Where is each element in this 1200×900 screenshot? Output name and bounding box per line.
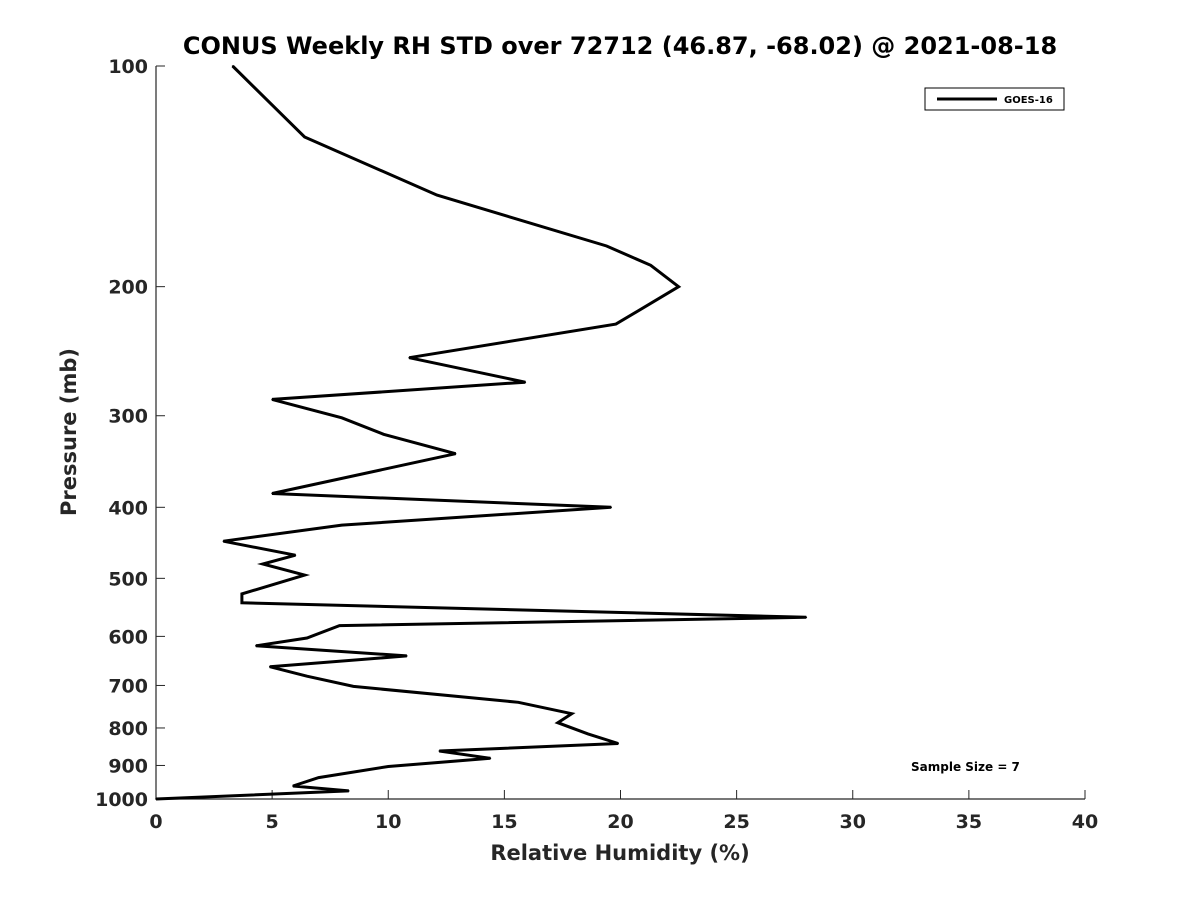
- data-point: [557, 721, 559, 724]
- y-tick-label: 600: [108, 626, 148, 648]
- data-point: [489, 757, 492, 760]
- data-point: [255, 645, 257, 647]
- data-point: [231, 65, 234, 67]
- data-point: [610, 506, 612, 509]
- data-point: [306, 675, 308, 677]
- y-tick-label: 100: [108, 56, 148, 78]
- x-axis-label: Relative Humidity (%): [490, 841, 749, 865]
- data-point: [352, 685, 355, 688]
- data-point: [406, 655, 408, 657]
- data-point: [222, 540, 225, 542]
- axes: [155, 66, 1085, 800]
- y-tick-label: 1000: [95, 789, 148, 811]
- data-point: [805, 616, 808, 619]
- data-point: [303, 574, 306, 576]
- data-point: [438, 750, 441, 752]
- x-tick-label: 10: [375, 811, 401, 833]
- y-tick-label: 800: [108, 718, 148, 740]
- data-point: [269, 665, 271, 668]
- data-point: [271, 398, 273, 401]
- data-point: [615, 323, 617, 325]
- ticks: 0 5 10 15 20 25 30 35 40 100 200 300 400 500 600 700 800…: [95, 56, 1098, 833]
- y-tick-label: 300: [108, 406, 148, 428]
- data-point: [517, 701, 520, 704]
- legend-label-goes16: GOES-16: [1004, 95, 1053, 106]
- y-tick-label: 500: [108, 568, 148, 590]
- data-point: [241, 602, 243, 604]
- x-tick-label: 25: [723, 811, 749, 833]
- data-point: [306, 637, 308, 639]
- series-line-goes16: [155, 64, 807, 801]
- data-point: [303, 136, 306, 138]
- x-tick-label: 0: [149, 811, 162, 833]
- chart-title: CONUS Weekly RH STD over 72712 (46.87, -…: [183, 32, 1057, 60]
- data-point: [454, 452, 457, 455]
- y-axis-label: Pressure (mb): [57, 348, 81, 516]
- sample-size-annotation: Sample Size = 7: [911, 760, 1020, 774]
- x-tick-label: 30: [840, 811, 866, 833]
- series-lines: [155, 64, 808, 801]
- x-tick-label: 5: [266, 811, 279, 833]
- data-point: [587, 733, 589, 735]
- data-point: [348, 790, 350, 792]
- data-point: [677, 285, 680, 288]
- data-point: [292, 785, 294, 787]
- data-point: [382, 433, 385, 436]
- data-point: [408, 356, 411, 359]
- y-tick-label: 400: [108, 497, 148, 519]
- data-point: [317, 776, 320, 779]
- y-tick-label: 200: [108, 277, 148, 299]
- data-point: [341, 524, 343, 526]
- data-point: [387, 765, 390, 768]
- data-point: [155, 798, 157, 800]
- data-point: [341, 417, 343, 419]
- y-tick-label: 700: [108, 675, 148, 697]
- data-point: [617, 742, 619, 745]
- data-point: [271, 492, 273, 495]
- data-point: [605, 245, 608, 247]
- y-tick-label: 900: [108, 755, 148, 777]
- data-point: [338, 624, 341, 627]
- x-tick-label: 20: [607, 811, 633, 833]
- data-point: [241, 593, 243, 595]
- x-tick-label: 15: [491, 811, 517, 833]
- data-point: [524, 381, 527, 384]
- x-tick-label: 35: [956, 811, 982, 833]
- x-tick-label: 40: [1072, 811, 1098, 833]
- data-point: [649, 264, 652, 267]
- data-point: [436, 194, 438, 196]
- data-point: [262, 563, 264, 565]
- data-point: [294, 554, 297, 556]
- legend: GOES-16: [924, 87, 1065, 111]
- data-point: [570, 712, 573, 715]
